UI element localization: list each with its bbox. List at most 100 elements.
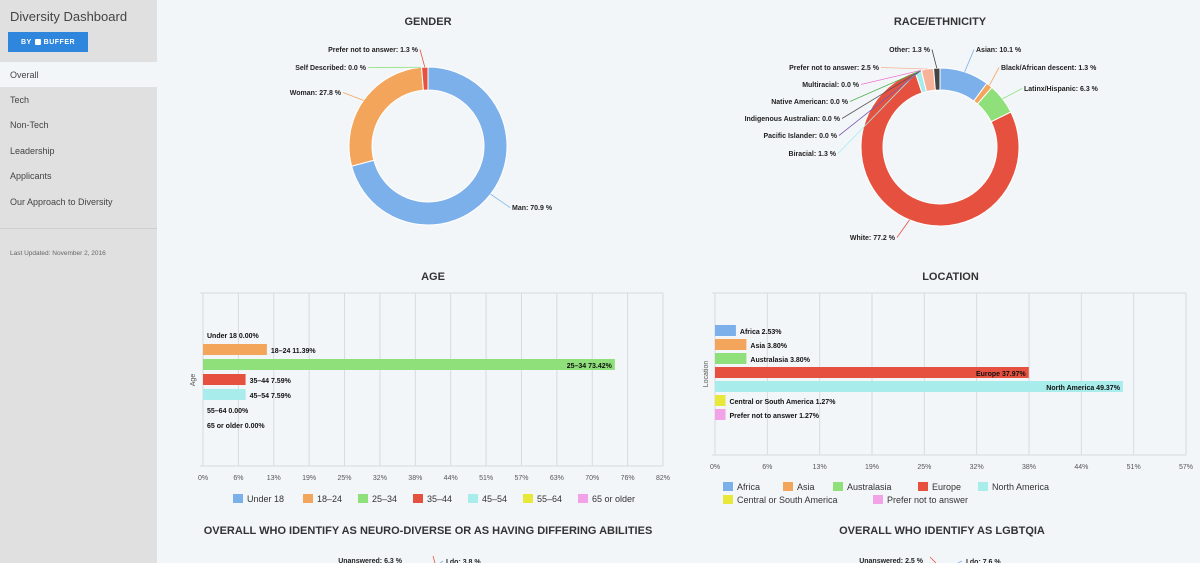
- x-tick-label: 32%: [373, 475, 387, 482]
- neurodiverse-chart: OVERALL WHO IDENTIFY AS NEURO-DIVERSE OR…: [204, 525, 652, 563]
- sidebar-item-tech[interactable]: Tech: [10, 95, 30, 106]
- donut-chart: GENDER Man: 70.9 % Woman: 27.8 % Self Descr…: [290, 16, 553, 226]
- data-label: Australasia 3.80%: [750, 357, 810, 364]
- bar: [715, 353, 747, 364]
- data-label: Native American: 0.0 %: [771, 99, 849, 106]
- label-connector: [849, 69, 922, 102]
- x-tick-label: 19%: [865, 464, 879, 471]
- x-tick-label: 63%: [550, 475, 564, 482]
- sidebar-item-applicants[interactable]: Applicants: [10, 171, 52, 182]
- bar: [203, 374, 246, 385]
- label-connector: [837, 70, 919, 154]
- bar: [203, 359, 615, 370]
- legend-item: 25–34: [372, 494, 397, 504]
- data-label: Multiracial: 0.0 %: [802, 82, 860, 89]
- data-label: 45–54 7.59%: [250, 393, 292, 400]
- x-tick-label: 32%: [970, 464, 984, 471]
- legend-item: 35–44: [427, 494, 452, 504]
- sidebar-item-our-approach[interactable]: Our Approach to Diversity: [10, 196, 113, 207]
- app-title: Diversity Dashboard: [10, 9, 128, 24]
- label-connector: [896, 219, 910, 238]
- legend-item: 18–24: [317, 494, 342, 504]
- sidebar-divider: [0, 228, 157, 229]
- sidebar-item-leadership[interactable]: Leadership: [10, 145, 55, 156]
- legend-swatch: [578, 494, 588, 503]
- badge-label: BUFFER: [43, 38, 76, 46]
- bar: [203, 389, 246, 400]
- label-connector: [931, 49, 938, 69]
- bar: [715, 339, 747, 350]
- chart-title: OVERALL WHO IDENTIFY AS LGBTQIA: [839, 525, 1045, 537]
- x-tick-label: 6%: [233, 475, 243, 482]
- legend-swatch: [303, 494, 313, 503]
- bar-chart: AGE 0% 6% 13% 19% 25% 32% 38% 44% 51% 57% 63% 70% 76%…: [190, 271, 670, 504]
- x-tick-label: 57%: [514, 475, 528, 482]
- pie-slice: [348, 66, 424, 167]
- x-tick-label: 38%: [408, 475, 422, 482]
- bar-chart: LOCATION 0% 6% 13% 19% 25% 32% 38% 44% 51% 57% Loca…: [703, 271, 1193, 505]
- x-tick-label: 0%: [198, 475, 208, 482]
- data-label: 18–24 11.39%: [271, 348, 317, 355]
- data-label: Asian: 10.1 %: [976, 47, 1022, 54]
- data-label: Self Described: 0.0 %: [295, 65, 367, 72]
- sidebar-item-non-tech[interactable]: Non-Tech: [10, 120, 49, 131]
- pie-slice: [860, 71, 1020, 227]
- bar: [715, 367, 1029, 378]
- x-tick-label: 57%: [1179, 464, 1193, 471]
- bar: [203, 344, 267, 355]
- data-label: Latinx/Hispanic: 6.3 %: [1024, 86, 1099, 93]
- legend-swatch: [723, 482, 733, 491]
- label-connector: [964, 49, 975, 73]
- x-tick-label: 51%: [479, 475, 493, 482]
- bar: [715, 325, 736, 336]
- x-tick-label: 0%: [710, 464, 720, 471]
- legend-item: 45–54: [482, 494, 507, 504]
- pie-slice: [933, 67, 941, 91]
- x-tick-label: 44%: [444, 475, 458, 482]
- by-buffer-button[interactable]: BY BUFFER: [8, 32, 88, 52]
- bar: [715, 409, 726, 420]
- x-tick-label: 70%: [585, 475, 599, 482]
- legend-item: 65 or older: [592, 494, 635, 504]
- legend-item: Prefer not to answer: [887, 495, 968, 505]
- y-axis-label: Age: [190, 374, 197, 387]
- y-axis-label: Location: [703, 361, 710, 388]
- data-label: Under 18 0.00%: [207, 333, 260, 340]
- legend-swatch: [783, 482, 793, 491]
- data-label: Unanswered: 6.3 %: [338, 558, 403, 563]
- legend-swatch: [978, 482, 988, 491]
- label-connector: [1002, 88, 1023, 100]
- label-connector: [989, 67, 1000, 86]
- data-label: White: 77.2 %: [850, 235, 896, 242]
- data-label: I do: 3.8 %: [446, 559, 481, 563]
- data-label: Woman: 27.8 %: [290, 90, 342, 97]
- x-tick-label: 82%: [656, 475, 670, 482]
- pie-slice: [350, 66, 508, 226]
- x-tick-label: 13%: [267, 475, 281, 482]
- data-label: Prefer not to answer: 2.5 %: [789, 65, 880, 72]
- label-connector: [432, 555, 436, 563]
- legend-item: 55–64: [537, 494, 562, 504]
- data-label: Africa 2.53%: [740, 329, 782, 336]
- x-tick-label: 13%: [813, 464, 827, 471]
- data-label: Europe 37.97%: [976, 371, 1027, 378]
- chart-title: AGE: [421, 271, 445, 283]
- label-connector: [419, 49, 426, 68]
- sidebar-item-overall[interactable]: Overall: [0, 62, 157, 88]
- label-connector: [490, 193, 511, 208]
- bar: [715, 395, 726, 406]
- label-connector: [880, 67, 928, 70]
- data-label: Pacific Islander: 0.0 %: [763, 133, 837, 140]
- x-tick-label: 6%: [762, 464, 772, 471]
- x-tick-label: 25%: [917, 464, 931, 471]
- data-label: Prefer not to answer 1.27%: [729, 413, 819, 420]
- x-tick-label: 44%: [1074, 464, 1088, 471]
- pie-slice: [421, 66, 429, 91]
- data-label: 35–44 7.59%: [250, 378, 292, 385]
- chart-title: RACE/ETHNICITY: [894, 16, 987, 28]
- legend-item: Europe: [932, 482, 961, 492]
- legend-swatch: [918, 482, 928, 491]
- label-connector: [841, 69, 922, 119]
- data-label: Prefer not to answer: 1.3 %: [328, 47, 419, 54]
